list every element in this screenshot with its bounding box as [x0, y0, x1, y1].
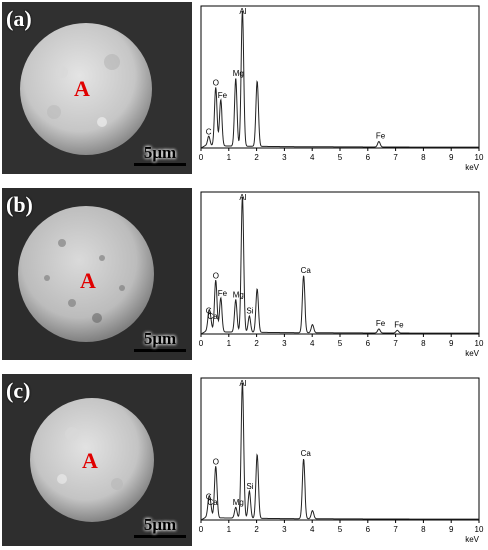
sem-image: (a) A 5μm [2, 2, 192, 174]
spectrum-line [200, 10, 479, 149]
x-tick-label: 1 [227, 153, 232, 162]
x-tick-label: 3 [282, 525, 287, 534]
particle-image [2, 374, 192, 546]
peak-label: Si [246, 482, 253, 491]
x-tick-label: 9 [449, 153, 454, 162]
x-tick-label: 8 [421, 339, 426, 348]
x-tick-label: 5 [338, 339, 343, 348]
x-tick-label: 7 [393, 525, 398, 534]
peak-label: O [213, 457, 219, 466]
panel-a: (a) A 5μm C O Fe Mg Al Fe 0 1 2 3 4 5 6 7 8 9 10 keV [0, 0, 488, 176]
peak-label: O [213, 79, 219, 88]
x-tick-label: 4 [310, 525, 315, 534]
peak-label: Al [239, 379, 246, 388]
scale-bar: 5μm [134, 516, 186, 538]
eds-spectrum: C Ca O Mg Al Si Ca 0 1 2 3 4 5 6 7 8 9 10 keV [195, 374, 487, 546]
x-tick-label: 6 [366, 339, 371, 348]
eds-spectrum: C Ca O Fe Mg Al Si Ca Fe Fe 0 1 2 3 4 5 6 7 8 9 10 keV [195, 188, 487, 360]
x-axis-label: keV [465, 349, 479, 358]
panel-c: (c) A 5μm C Ca O Mg Al Si Ca 0 1 2 3 4 5 6 7 8 9 10 keV [0, 372, 488, 548]
peak-label: Fe [376, 319, 386, 328]
x-tick-label: 1 [227, 339, 232, 348]
peak-label: O [213, 271, 219, 280]
peak-label: Ca [301, 266, 312, 275]
panel-b: (b) A 5μm C Ca O Fe Mg Al Si Ca Fe Fe 0 1 2 3 4 5 6 7 8 9 10… [0, 186, 488, 362]
scale-bar: 5μm [134, 144, 186, 166]
peak-label: Fe [218, 289, 228, 298]
peak-label: Al [239, 193, 246, 202]
scale-bar-text: 5μm [143, 515, 177, 534]
peak-label: Si [246, 307, 253, 316]
peak-label: Ca [301, 449, 312, 458]
peak-label: Ca [207, 498, 218, 507]
peak-label: Al [239, 7, 246, 16]
x-tick-label: 6 [366, 525, 371, 534]
x-axis-label: keV [465, 535, 479, 544]
panel-label: (b) [6, 192, 33, 217]
x-tick-label: 8 [421, 153, 426, 162]
x-tick-label: 5 [338, 525, 343, 534]
peak-label: Mg [233, 498, 244, 507]
point-label: A [74, 76, 90, 101]
x-tick-label: 7 [393, 339, 398, 348]
eds-spectrum: C O Fe Mg Al Fe 0 1 2 3 4 5 6 7 8 9 10 keV [195, 2, 487, 174]
x-tick-label: 0 [199, 339, 204, 348]
x-tick-label: 4 [310, 339, 315, 348]
x-tick-label: 5 [338, 153, 343, 162]
x-tick-label: 8 [421, 525, 426, 534]
point-label: A [80, 268, 96, 293]
x-tick-label: 10 [475, 153, 484, 162]
x-tick-label: 7 [393, 153, 398, 162]
x-tick-label: 1 [227, 525, 232, 534]
x-tick-label: 3 [282, 339, 287, 348]
scale-bar-text: 5μm [143, 329, 177, 348]
x-tick-label: 0 [199, 525, 204, 534]
peak-label: Fe [218, 91, 228, 100]
x-tick-label: 2 [254, 153, 259, 162]
scale-bar-text: 5μm [143, 143, 177, 162]
x-tick-label: 10 [475, 525, 484, 534]
spectrum-line [200, 382, 479, 521]
peak-label: Ca [207, 312, 218, 321]
peak-label: C [206, 307, 212, 316]
scale-bar-line [134, 349, 186, 352]
peak-label: Fe [394, 320, 404, 329]
scale-bar-line [134, 535, 186, 538]
sem-image: (c) A 5μm [2, 374, 192, 546]
sem-image: (b) A 5μm [2, 188, 192, 360]
x-tick-label: 3 [282, 153, 287, 162]
particle-image [2, 188, 192, 360]
x-tick-label: 2 [254, 525, 259, 534]
spectrum-line [200, 196, 479, 335]
x-tick-label: 10 [475, 339, 484, 348]
peak-label: C [206, 493, 212, 502]
point-label: A [82, 448, 98, 473]
peak-label: C [206, 127, 212, 136]
x-tick-label: 2 [254, 339, 259, 348]
x-tick-label: 4 [310, 153, 315, 162]
x-tick-label: 6 [366, 153, 371, 162]
x-axis-label: keV [465, 163, 479, 172]
x-tick-label: 9 [449, 339, 454, 348]
peak-label: Fe [376, 132, 386, 141]
panel-label: (a) [6, 6, 32, 31]
x-tick-label: 0 [199, 153, 204, 162]
panel-label: (c) [6, 378, 31, 403]
x-tick-label: 9 [449, 525, 454, 534]
scale-bar-line [134, 163, 186, 166]
scale-bar: 5μm [134, 330, 186, 352]
peak-label: Mg [233, 69, 244, 78]
peak-label: Mg [233, 290, 244, 299]
particle-image [2, 2, 192, 174]
